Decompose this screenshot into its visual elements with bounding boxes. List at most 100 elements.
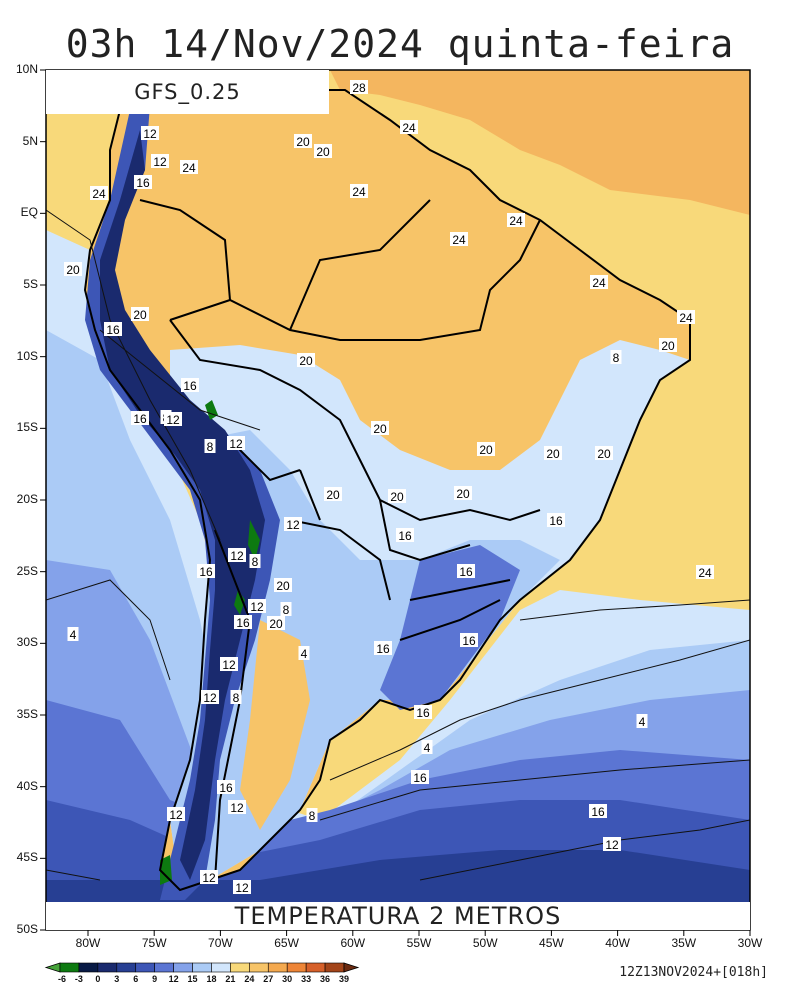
lon-label: 75W [141, 936, 167, 950]
colorbar-swatch [249, 962, 269, 973]
svg-text:16: 16 [199, 565, 213, 579]
contour-label: 16 [374, 641, 392, 656]
contour-label: 12 [603, 837, 621, 852]
svg-text:12: 12 [235, 881, 249, 895]
colorbar-swatch [173, 962, 193, 973]
contour-label: 12 [233, 880, 251, 895]
svg-text:4: 4 [301, 647, 308, 661]
colorbar-swatch [324, 962, 345, 973]
contour-label: 24 [90, 186, 108, 201]
lon-label: 80W [75, 936, 101, 950]
contour-label: 4 [67, 627, 79, 642]
contour-label: 8 [610, 350, 622, 365]
svg-text:16: 16 [376, 642, 390, 656]
svg-text:16: 16 [459, 565, 473, 579]
contour-label: 24 [507, 213, 525, 228]
contour-label: 12 [228, 800, 246, 815]
svg-text:12: 12 [605, 838, 619, 852]
svg-text:16: 16 [133, 412, 147, 426]
colorbar-tick-label: 21 [225, 974, 236, 984]
contour-label: 12 [201, 690, 219, 705]
andes-coldest-band [100, 130, 265, 880]
colorbar-swatch [135, 962, 155, 973]
svg-text:20: 20 [390, 490, 404, 504]
svg-text:12: 12 [222, 658, 236, 672]
lat-label: 10S [16, 348, 38, 363]
contour-label: 16 [414, 705, 432, 720]
contour-labels: 2824242424242424242412121620202020202020… [64, 80, 714, 895]
svg-text:20: 20 [276, 579, 290, 593]
variable-label: TEMPERATURA 2 METROS [234, 902, 562, 930]
contour-label: 12 [284, 517, 302, 532]
svg-text:24: 24 [452, 233, 466, 247]
contour-label: 20 [64, 262, 82, 277]
svg-text:28: 28 [352, 81, 366, 95]
lat-label: 10N [15, 62, 38, 76]
svg-text:20: 20 [66, 263, 80, 277]
contour-label: 8 [306, 808, 318, 823]
svg-text:20: 20 [296, 135, 310, 149]
contour-label: 8 [204, 439, 216, 454]
lat-label: 15S [16, 420, 38, 435]
lat-label: 20S [16, 492, 38, 506]
svg-text:24: 24 [182, 161, 196, 175]
warm-ocean-north [330, 70, 750, 215]
svg-text:16: 16 [549, 514, 563, 528]
svg-text:16: 16 [416, 706, 430, 720]
lon-label: 45W [539, 936, 564, 950]
contour-label: 24 [590, 275, 608, 290]
colorbar-tick-label: 18 [206, 974, 217, 984]
lat-label: 5N [22, 133, 38, 148]
contour-label: 20 [477, 442, 495, 457]
contour-label: 24 [696, 565, 714, 580]
colorbar-tick-label: 6 [133, 974, 139, 984]
contour-label: 24 [400, 120, 418, 135]
contour-label: 8 [249, 554, 261, 569]
colorbar-swatch [211, 962, 231, 973]
svg-text:8: 8 [283, 603, 290, 617]
svg-text:8: 8 [613, 351, 620, 365]
svg-text:12: 12 [286, 518, 300, 532]
map-title: 03h 14/Nov/2024 quinta-feira [65, 22, 735, 66]
svg-text:12: 12 [203, 691, 217, 705]
svg-text:4: 4 [70, 628, 77, 642]
contour-label: 16 [460, 633, 478, 648]
contour-label: 24 [180, 160, 198, 175]
svg-text:20: 20 [597, 447, 611, 461]
contour-label: 12 [167, 807, 185, 822]
lon-label: 65W [274, 936, 299, 950]
contour-label: 12 [141, 126, 159, 141]
lon-label: 70W [208, 936, 233, 950]
contour-label: 20 [544, 446, 562, 461]
colorbar-tick-label: 0 [95, 974, 101, 984]
colorbar-swatch [192, 962, 212, 973]
lat-label: EQ [20, 205, 38, 220]
colorbar-tick-label: -3 [74, 974, 83, 984]
axis-ticks [40, 69, 751, 936]
svg-text:20: 20 [373, 422, 387, 436]
contour-label: 16 [104, 322, 122, 337]
model-label: GFS_0.25 [134, 80, 241, 104]
svg-text:12: 12 [229, 437, 243, 451]
svg-text:20: 20 [133, 308, 147, 322]
contour-label: 20 [454, 486, 472, 501]
variable-label-box: TEMPERATURA 2 METROS [46, 902, 750, 930]
run-info: 12Z13NOV2024+[018h] [619, 965, 768, 980]
colorbar-swatch [97, 962, 118, 973]
colorbar-tick-label: 9 [152, 974, 158, 984]
colorbar-tick-label: 12 [168, 974, 179, 984]
contour-label: 12 [220, 657, 238, 672]
contour-label: 16 [589, 804, 607, 819]
colorbar-tick-label: 39 [338, 974, 350, 984]
country-borders [83, 78, 691, 892]
colorbar-swatch [116, 962, 137, 973]
colorbar-tick-label: -6 [57, 974, 67, 984]
lon-label: 50W [472, 936, 498, 950]
isotherm-contours [46, 209, 750, 881]
contour-label: 20 [314, 144, 332, 159]
lon-label: 30W [737, 936, 763, 950]
lon-label: 35W [671, 936, 697, 950]
contour-label: 12 [248, 599, 266, 614]
argentina-warm-pocket [240, 620, 310, 830]
